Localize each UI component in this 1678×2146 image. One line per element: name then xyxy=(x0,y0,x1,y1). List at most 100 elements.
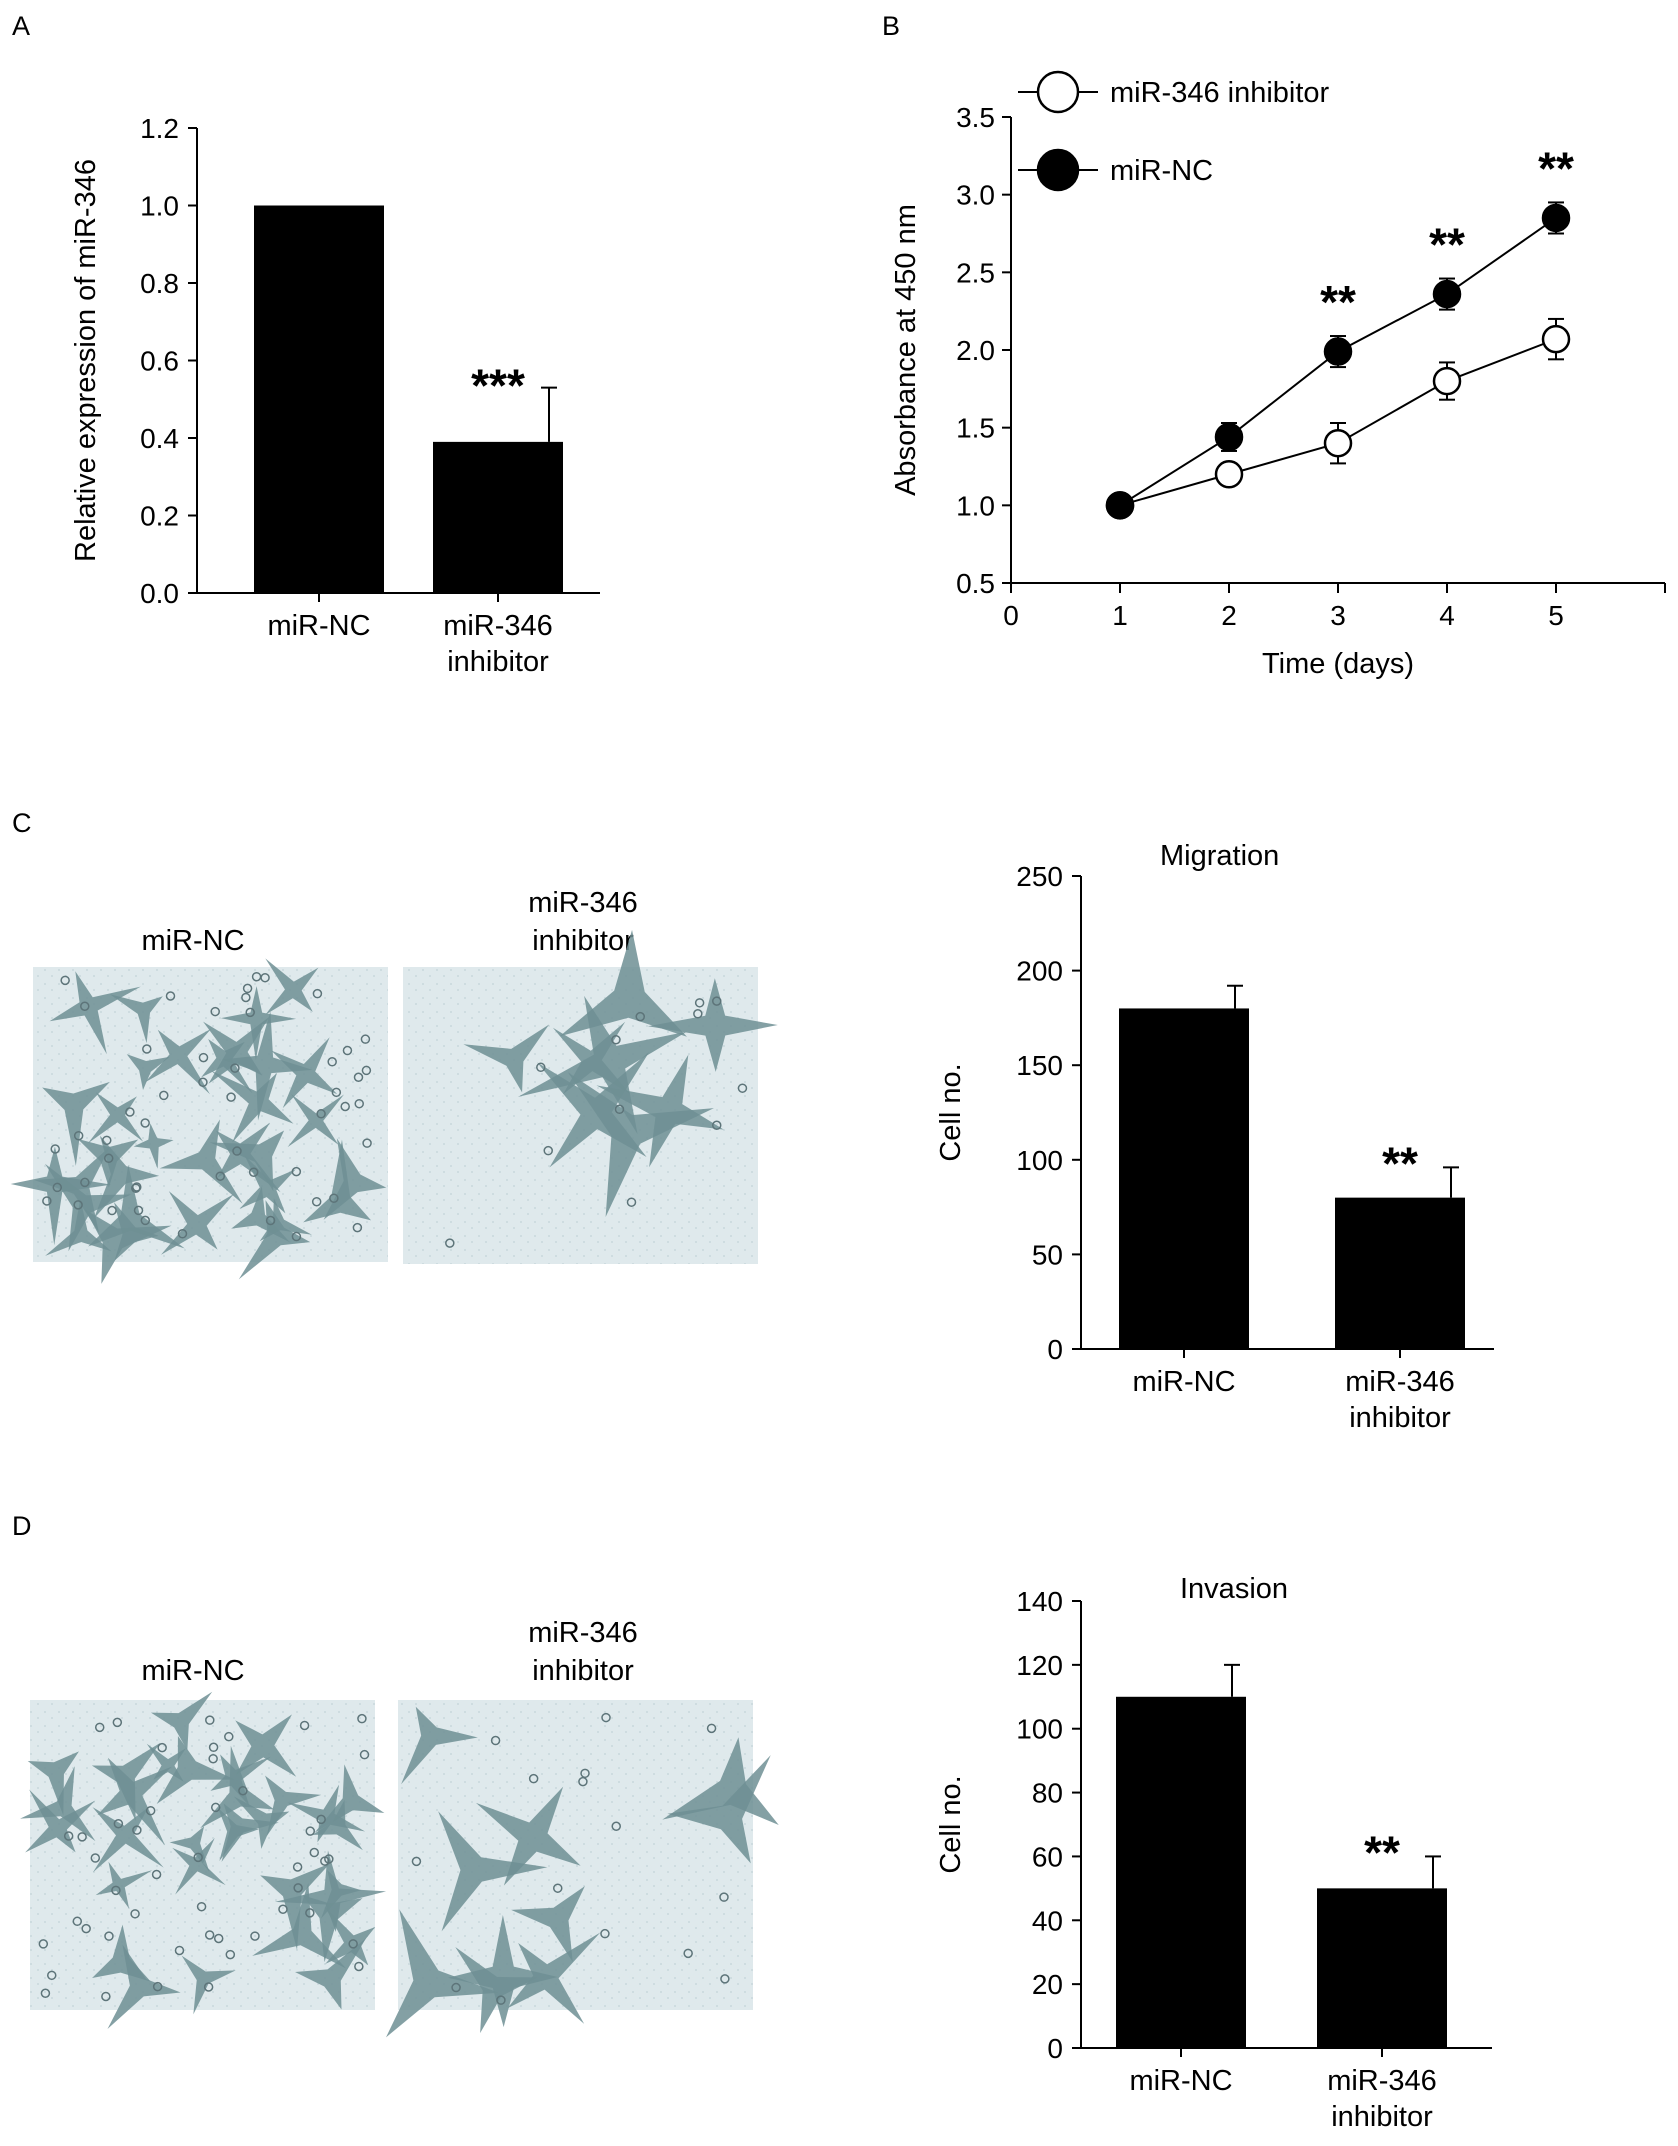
bar xyxy=(433,441,563,593)
stained-cell xyxy=(211,1070,294,1143)
membrane-pore xyxy=(331,1087,342,1098)
stained-cell xyxy=(20,1766,96,1842)
stained-cell xyxy=(662,1737,779,1825)
stained-cell xyxy=(145,1028,212,1095)
membrane-pore xyxy=(133,1205,144,1216)
y-tick-label: 200 xyxy=(1016,956,1063,987)
y-axis-title: Relative expression of miR-346 xyxy=(70,159,102,562)
stained-cell xyxy=(159,1119,243,1204)
legend-marker xyxy=(1036,70,1080,114)
significance-marker: ** xyxy=(1364,1826,1400,1878)
stained-cell xyxy=(567,1072,714,1217)
y-tick-label: 100 xyxy=(1016,1145,1063,1176)
membrane-pore xyxy=(291,1166,302,1177)
data-point xyxy=(1214,422,1244,452)
membrane-pore xyxy=(265,1215,276,1226)
membrane-pore xyxy=(73,1200,83,1210)
stained-cell xyxy=(146,1743,186,1782)
stained-cell xyxy=(667,1755,771,1864)
membrane-pore xyxy=(101,1991,111,2002)
membrane-pore xyxy=(140,1118,150,1128)
stained-cell xyxy=(77,1138,139,1188)
membrane-pore xyxy=(107,1205,117,1216)
y-tick-label: 3.5 xyxy=(956,102,995,133)
panel-label-b: B xyxy=(882,11,900,41)
x-category-label: miR-NC xyxy=(267,610,370,642)
stained-cell xyxy=(156,1736,236,1805)
membrane-pore xyxy=(204,1930,215,1940)
membrane-pore xyxy=(580,1768,590,1779)
membrane-pore xyxy=(230,1063,240,1073)
membrane-pore xyxy=(601,1712,611,1723)
stained-cell xyxy=(287,1784,366,1843)
y-tick-label: 100 xyxy=(1016,1714,1063,1745)
membrane-pore xyxy=(42,1196,52,1206)
membrane-pore xyxy=(151,1869,162,1880)
membrane-pore xyxy=(152,1981,163,1992)
membrane-pore xyxy=(165,991,176,1001)
stained-cell xyxy=(596,1054,724,1168)
data-point xyxy=(1214,460,1244,489)
legend-label: miR-346 inhibitor xyxy=(1110,77,1330,109)
membrane-pore xyxy=(360,1034,371,1044)
membrane-pore xyxy=(411,1856,422,1867)
stained-cell xyxy=(92,1806,164,1873)
membrane-pore xyxy=(90,1853,101,1863)
image-label-inhibitor: inhibitor xyxy=(532,925,634,957)
stained-cell xyxy=(239,1155,296,1214)
y-tick-label: 2.0 xyxy=(956,335,995,366)
micrograph-mir-346-inhibitor-migration xyxy=(403,929,778,1264)
stained-cell xyxy=(210,1754,271,1807)
membrane-pore xyxy=(352,1222,363,1233)
data-point xyxy=(1323,337,1353,366)
membrane-pore xyxy=(614,1104,625,1115)
membrane-pore xyxy=(291,1231,302,1242)
x-category-label: inhibitor xyxy=(447,646,549,678)
y-tick-label: 50 xyxy=(1032,1239,1063,1270)
y-tick-label: 2.5 xyxy=(956,257,995,288)
y-tick-label: 0 xyxy=(1047,1334,1063,1365)
membrane-pore xyxy=(103,1153,114,1164)
membrane-pore xyxy=(305,1826,316,1836)
stained-cell xyxy=(385,1909,499,2038)
membrane-pore xyxy=(311,1196,322,1207)
micrograph-mir-346-inhibitor-invasion xyxy=(385,1700,779,2038)
membrane-pore xyxy=(112,1717,123,1728)
stained-cell xyxy=(126,1054,170,1091)
stained-cell xyxy=(161,1191,235,1255)
membrane-pore xyxy=(241,992,251,1003)
membrane-pore xyxy=(198,1077,208,1088)
membrane-pore xyxy=(359,1749,370,1760)
stained-cell xyxy=(265,1775,322,1837)
stained-cell xyxy=(221,1803,279,1862)
stained-cell xyxy=(209,1130,285,1192)
membrane-pore xyxy=(354,1098,364,1109)
membrane-pore xyxy=(81,1923,91,1934)
micrograph-group-invasion: miR-NC miR-346 inhibitor xyxy=(20,1617,779,2038)
membrane-pore xyxy=(40,1988,51,1999)
y-tick-label: 0.2 xyxy=(140,501,179,532)
data-point xyxy=(1541,324,1571,354)
membrane-pore xyxy=(94,1722,105,1733)
data-point xyxy=(1541,203,1571,233)
membrane-pore xyxy=(353,1072,364,1083)
stained-cell xyxy=(169,1826,210,1872)
y-tick-label: 3.0 xyxy=(956,180,995,211)
membrane-pore xyxy=(693,1009,703,1019)
membrane-pore xyxy=(140,1215,151,1226)
stained-cell xyxy=(265,958,319,1015)
membrane-pore xyxy=(193,1852,203,1863)
y-tick-label: 0.4 xyxy=(140,423,179,454)
x-axis-title: Time (days) xyxy=(1262,648,1414,680)
significance-marker: ** xyxy=(1538,142,1574,194)
y-axis-title: Cell no. xyxy=(935,1775,967,1873)
membrane-pore xyxy=(250,1931,260,1941)
membrane-pore xyxy=(46,1970,57,1981)
data-point xyxy=(1323,428,1353,458)
membrane-pore xyxy=(210,1802,221,1813)
stained-cell xyxy=(49,971,141,1055)
membrane-pore xyxy=(226,1092,236,1102)
membrane-pore xyxy=(683,1948,693,1959)
membrane-pore xyxy=(324,1854,334,1864)
